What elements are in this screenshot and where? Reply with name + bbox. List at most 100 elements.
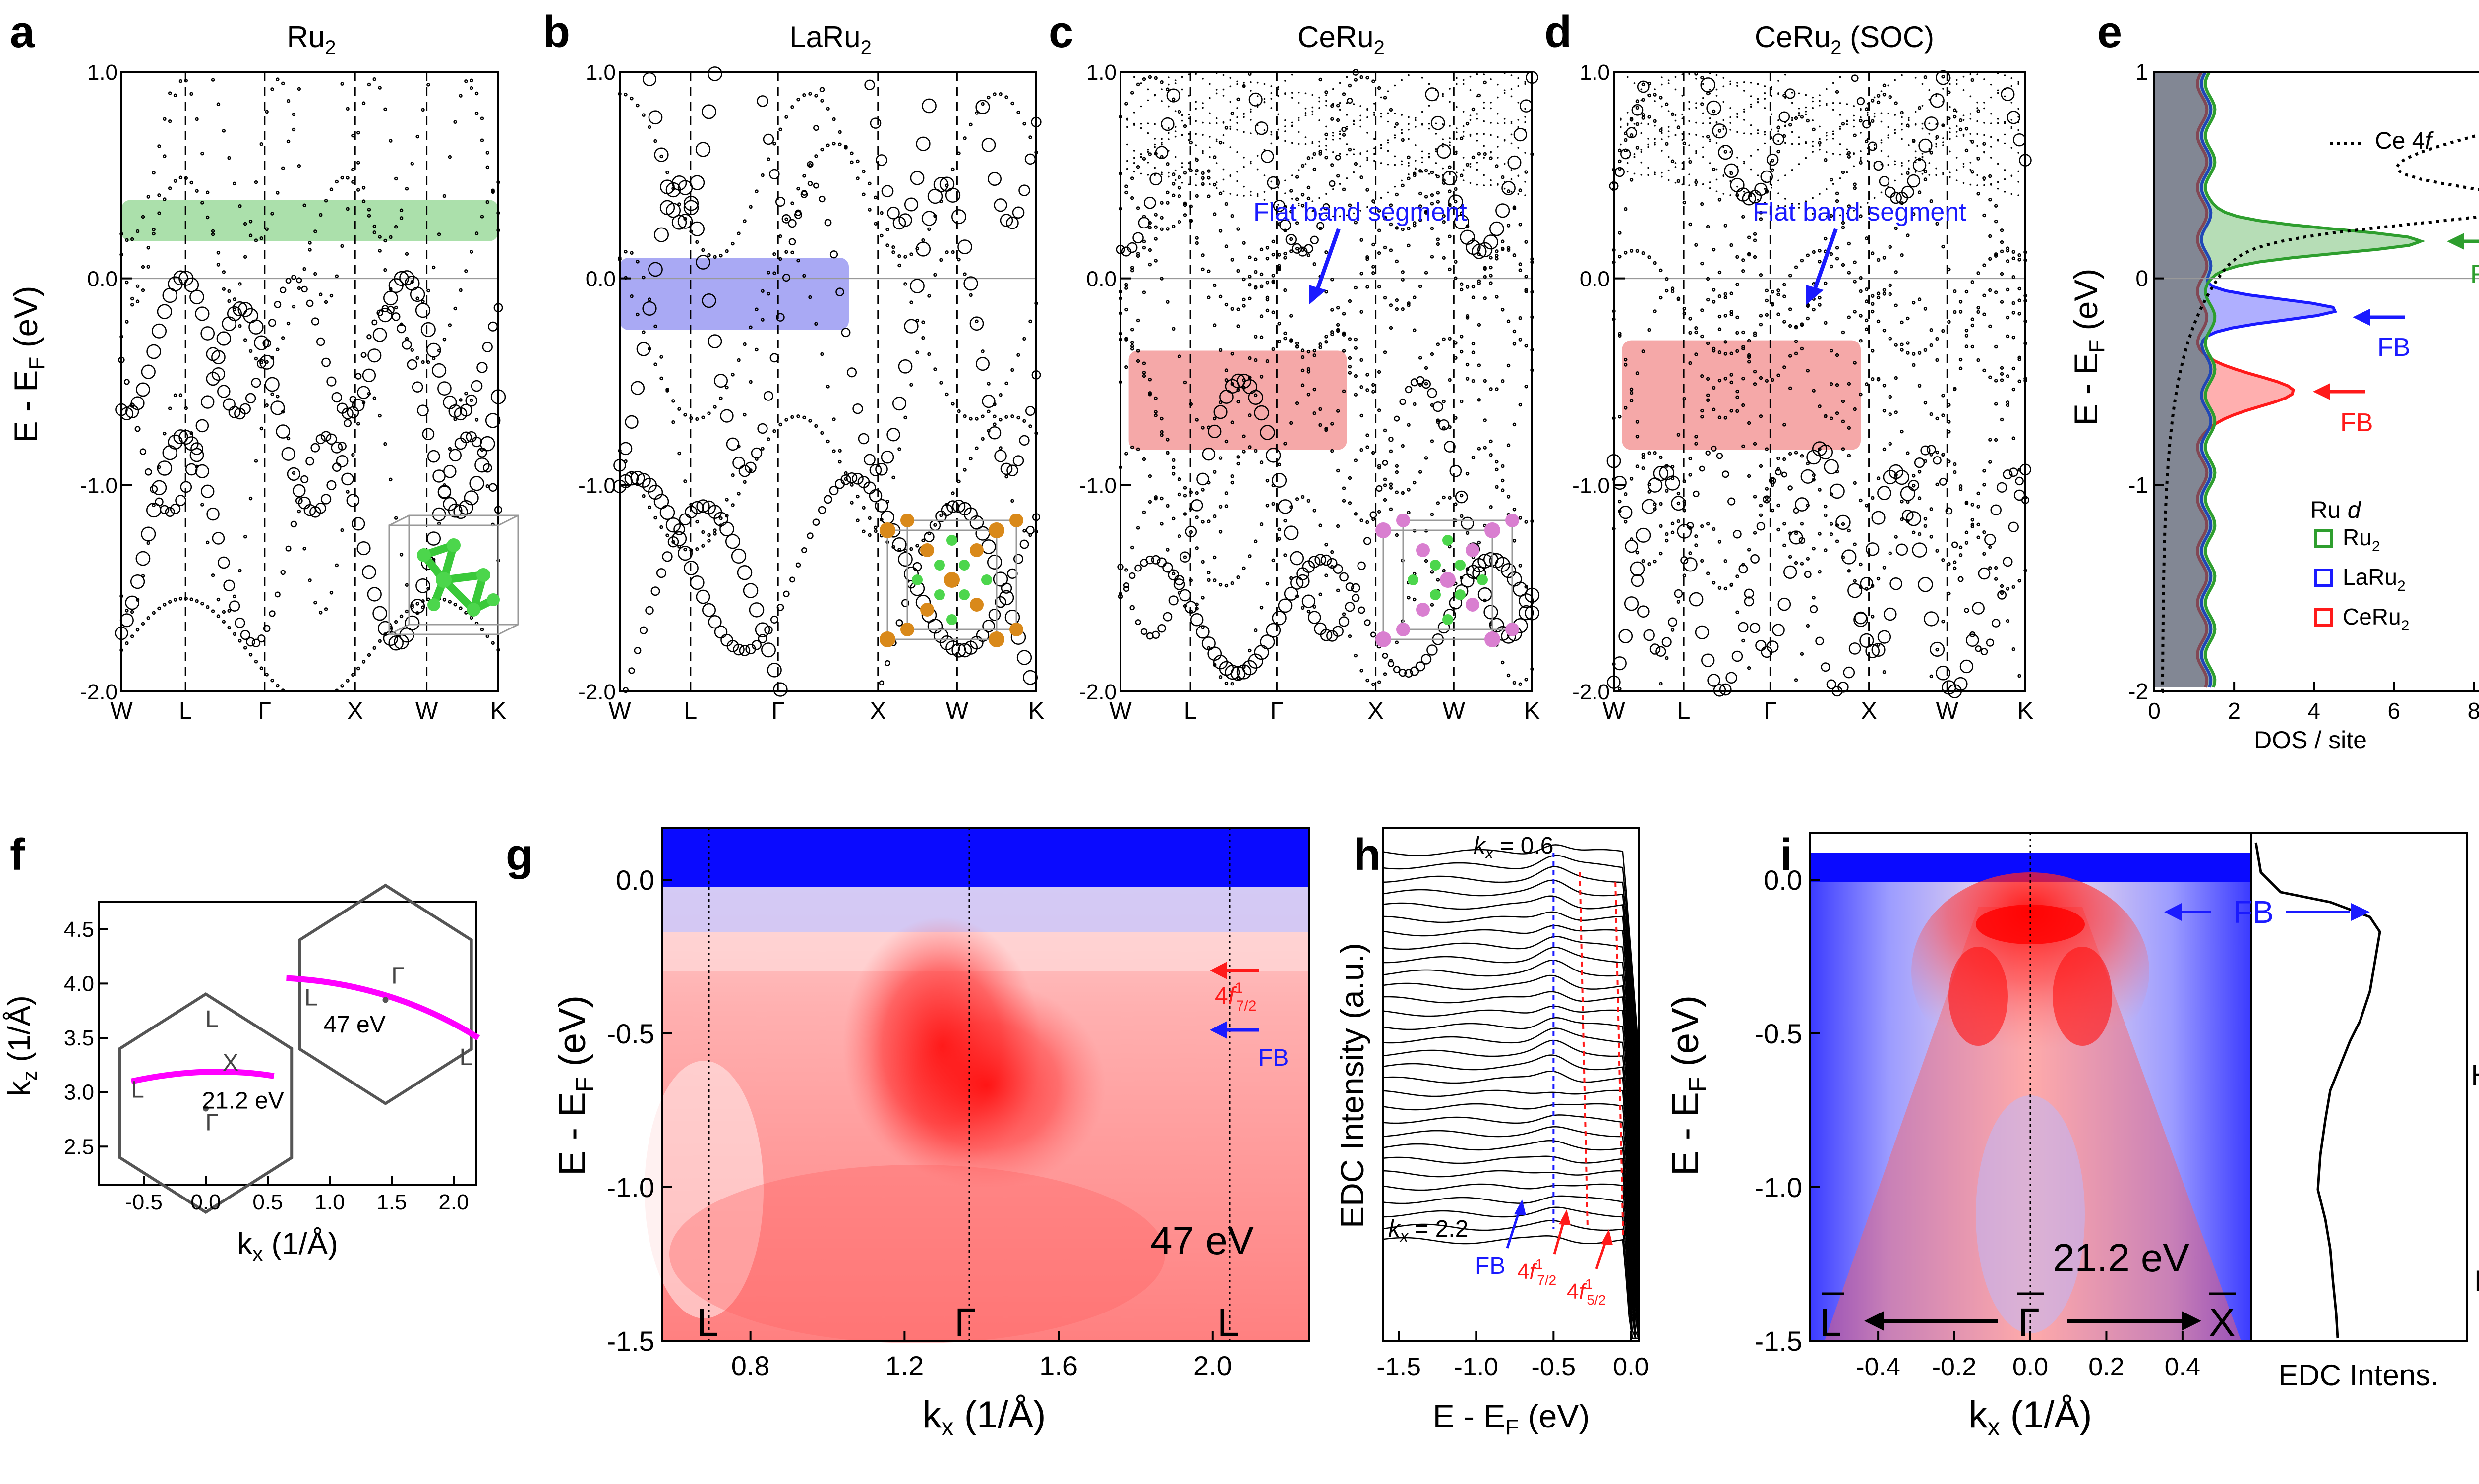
- crystal-inset-ceru2: [1375, 514, 1519, 647]
- dos-y-tick: -2: [2128, 679, 2148, 704]
- flat-band-annotation-c: Flat band segment: [1253, 198, 1467, 305]
- band-y-tick: 0.0: [1580, 267, 1610, 291]
- panel-letter-g: g: [506, 830, 533, 880]
- arpes-g-frame: [661, 827, 1310, 1342]
- bz-y-tick: 2.5: [64, 1135, 94, 1159]
- edc-fb-marker: FB: [1475, 1199, 1526, 1279]
- bz-x-tick: 1.5: [376, 1190, 407, 1214]
- bz-x-tick: 0.5: [252, 1190, 283, 1214]
- bz-point-label: L: [304, 984, 318, 1011]
- bz-energy-21: 21.2 eV: [202, 1088, 284, 1114]
- bz-point-label: X: [223, 1050, 238, 1076]
- band-k-tick: K: [1028, 698, 1044, 724]
- edc-x-tick: 0.0: [1613, 1353, 1649, 1381]
- band-y-tick: 1.0: [1086, 60, 1117, 85]
- arpes-g-y-label: E - EF (eV): [551, 995, 598, 1176]
- edc-frame: [1382, 827, 1640, 1342]
- colorbar-high: High: [2471, 1059, 2479, 1092]
- flat-band-label-d: Flat band segment: [1753, 198, 1966, 227]
- band-k-tick: W: [1109, 698, 1132, 724]
- edc-curve: [1383, 1140, 1640, 1339]
- band-frame-laru2: [619, 71, 1037, 692]
- dos-panel: E - EF (eV) 0 2 4 6 810-1-2 DOS / site Ce 4f…: [2067, 59, 2479, 754]
- band-panel-ceru2-soc: 1.00.0-1.0-2.0W L Γ X W K: [1572, 60, 2033, 724]
- arpes-g-panel: 0.0-0.5-1.0-1.50.8 1.2 1.6 2.0 47 eV L Γ L …: [551, 827, 1310, 1441]
- title-a: Ru2: [287, 20, 336, 58]
- band-frame-ceru2-soc: [1613, 71, 2026, 692]
- arpes-g-photon: 47 eV: [1150, 1218, 1254, 1262]
- dos-fb-green: FB: [2447, 233, 2479, 288]
- bz-x-tick: 2.0: [438, 1190, 469, 1214]
- bz-point-label: L: [205, 1006, 219, 1032]
- edc-curve: [1383, 1114, 1640, 1319]
- edc-curve: [1383, 1170, 1640, 1339]
- bz-point-label: L: [460, 1044, 473, 1071]
- edc-curve: [1383, 1005, 1640, 1212]
- arpes-i-photon: 21.2 eV: [2053, 1236, 2189, 1280]
- bz-point-label: L: [131, 1077, 144, 1103]
- edc-curve: [1383, 895, 1640, 1105]
- panel-letter-h: h: [1354, 830, 1381, 880]
- edc-f52-marker: 4f1 5/2: [1567, 1229, 1613, 1308]
- band-k-tick: X: [1861, 698, 1877, 724]
- bz-point-label: Γ: [391, 963, 404, 989]
- band-y-tick: -2.0: [1079, 680, 1117, 704]
- edc-curve: [1383, 855, 1640, 1065]
- band-k-tick: W: [946, 698, 969, 724]
- edc-curve: [1383, 947, 1640, 1158]
- band-y-tick: 0.0: [87, 267, 118, 291]
- edc-x-label: E - EF (eV): [1433, 1398, 1590, 1439]
- arpes-g-x-tick: 2.0: [1193, 1350, 1232, 1381]
- arpes-g-x-tick: 0.8: [731, 1350, 770, 1381]
- dos-x-tick: 0: [2148, 698, 2161, 724]
- edc-curve: [1383, 974, 1640, 1185]
- edc-curve: [1383, 879, 1640, 1091]
- arpes-g-hs-l2: L: [1217, 1300, 1240, 1344]
- edc-curve: [1383, 1195, 1639, 1339]
- band-panels: 1.00.0-1.0-2.0W L Γ X W K1.00.0-1.0-2.0W L Γ X W K…: [80, 60, 2033, 724]
- bz-y-tick: 3.5: [64, 1026, 94, 1050]
- svg-text:FB: FB: [1258, 1045, 1289, 1071]
- svg-text:X: X: [2209, 1300, 2235, 1344]
- edc-curve: [1383, 1126, 1640, 1332]
- arpes-g-x-tick: 1.6: [1039, 1350, 1078, 1381]
- band-y-tick: -2.0: [578, 680, 616, 704]
- band-k-tick: W: [1443, 698, 1466, 724]
- edc-curve: [1383, 1071, 1640, 1279]
- band-k-tick: W: [110, 698, 133, 724]
- bz-x-tick: -0.5: [125, 1190, 163, 1214]
- band-k-tick: W: [1936, 698, 1959, 724]
- band-panel-laru2: 1.00.0-1.0-2.0W L Γ X W K: [578, 60, 1044, 724]
- band-k-tick: L: [684, 698, 697, 724]
- edc-kx-bottom: kx = 2.2: [1388, 1216, 1468, 1245]
- edc-curve: [1383, 1235, 1639, 1339]
- arpes-i-panel: 0.0 -0.5 -1.0 -1.5 -0.4 -0.2 0.0 0.2 0.4 21.2 eV…: [1664, 832, 2479, 1441]
- dos-legend-swatch: [2314, 608, 2333, 627]
- dos-y-tick: 0: [2135, 266, 2148, 291]
- dos-x-axis-label: DOS / site: [2254, 726, 2367, 754]
- dos-legend-label: Ru2: [2343, 524, 2380, 555]
- edc-curve: [1383, 1017, 1640, 1225]
- edc-curve: [1383, 991, 1640, 1199]
- dos-legend: Ru2 LaRu2 CeRu2: [2314, 524, 2409, 634]
- panel-letter-e: e: [2097, 7, 2122, 57]
- band-y-tick: 1.0: [586, 60, 616, 85]
- dos-frame: [2153, 71, 2479, 692]
- bz-x-axis-label: kx (1/Å): [237, 1227, 338, 1265]
- arpes-g-x-label: kx (1/Å): [923, 1394, 1046, 1441]
- band-y-tick: -1.0: [578, 473, 616, 498]
- arpes-i-edc-label: EDC Intens.: [2278, 1359, 2438, 1392]
- dos-fb-green-label: FB: [2470, 260, 2479, 288]
- bz-hex-2: [298, 883, 473, 1105]
- arpes-g-y-tick: -1.0: [607, 1172, 655, 1203]
- band-k-tick: X: [1368, 698, 1384, 724]
- dos-fb-red-label: FB: [2340, 408, 2373, 437]
- dos-fb-blue-label: FB: [2377, 333, 2410, 362]
- arpes-i-edc-frame: [2250, 832, 2468, 1342]
- panel-letter-c: c: [1049, 7, 1073, 57]
- crystal-inset-laru2: [880, 514, 1023, 647]
- bz-hex-1: [118, 992, 294, 1214]
- dos-x-tick: 6: [2388, 698, 2401, 724]
